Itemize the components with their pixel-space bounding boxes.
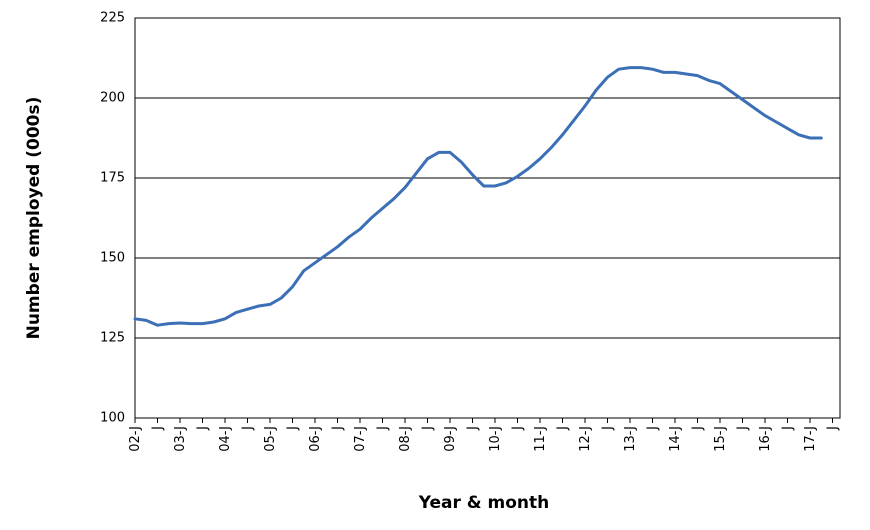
x-tick-label: 11-J (533, 426, 548, 452)
x-tick-label: 16-J (758, 426, 773, 452)
x-tick-label: J (781, 426, 796, 431)
x-tick-label: J (286, 426, 301, 431)
y-tick-label: 150 (100, 251, 125, 266)
x-tick-label: 03-J (173, 426, 188, 452)
y-tick-label: 125 (100, 331, 125, 346)
x-tick-label: J (241, 426, 256, 431)
x-tick-label: J (466, 426, 481, 431)
x-tick-label: 10-J (488, 426, 503, 452)
x-tick-label: J (196, 426, 211, 431)
x-tick-label: J (151, 426, 166, 431)
y-tick-label: 100 (100, 411, 125, 426)
x-tick-label: 14-J (668, 426, 683, 452)
y-tick-label: 200 (100, 91, 125, 106)
data-line (133, 66, 823, 327)
x-tick-label: J (826, 426, 841, 431)
x-tick-label: 08-J (398, 426, 413, 452)
x-tick-label: J (691, 426, 706, 431)
x-tick-label: 02-J (128, 426, 143, 452)
x-tick-label: J (556, 426, 571, 431)
x-tick-label: J (376, 426, 391, 431)
x-axis-title: Year & month (418, 493, 550, 513)
x-tick-label: 17-J (803, 426, 818, 452)
x-tick-label: 15-J (713, 426, 728, 452)
y-tick-label: 175 (100, 171, 125, 186)
plot-frame (134, 17, 841, 419)
x-tick-label: 09-J (443, 426, 458, 452)
x-tick-label: 12-J (578, 426, 593, 452)
x-tick-label: J (646, 426, 661, 431)
x-tick-label: 13-J (623, 426, 638, 452)
x-tick-label: J (331, 426, 346, 431)
x-tick-label: J (421, 426, 436, 431)
x-tick-label: J (736, 426, 751, 431)
x-tick-label: 04-J (218, 426, 233, 452)
x-tick-label: J (511, 426, 526, 431)
y-axis-title: Number employed (000s) (24, 97, 44, 340)
y-tick-label: 225 (100, 11, 125, 26)
x-tick-label: J (601, 426, 616, 431)
x-tick-label: 07-J (353, 426, 368, 452)
x-tick-label: 06-J (308, 426, 323, 452)
x-tick-label: 05-J (263, 426, 278, 452)
